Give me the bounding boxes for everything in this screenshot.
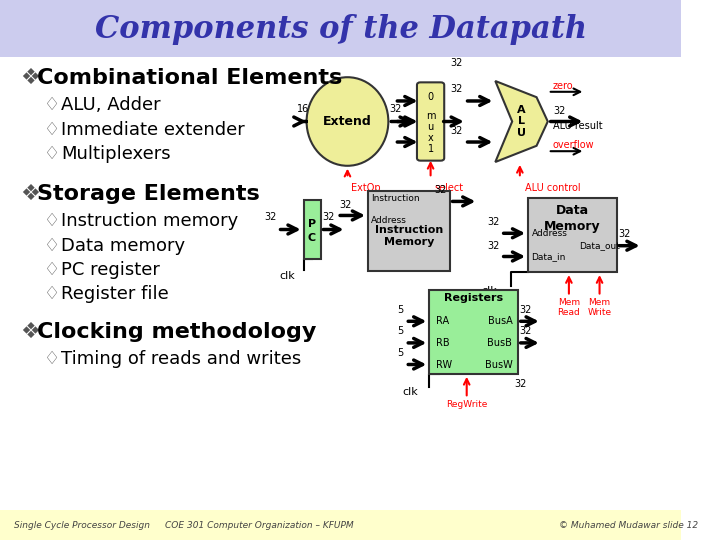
Text: Data
Memory: Data Memory bbox=[544, 204, 600, 233]
Text: ♢: ♢ bbox=[45, 350, 60, 368]
Text: 0: 0 bbox=[428, 92, 433, 102]
Text: Extend: Extend bbox=[323, 115, 372, 128]
Text: 32: 32 bbox=[450, 84, 463, 94]
Text: ALU result: ALU result bbox=[552, 121, 602, 131]
Text: RB: RB bbox=[436, 338, 450, 348]
Text: Data_in: Data_in bbox=[531, 252, 566, 261]
Text: clk: clk bbox=[482, 286, 498, 296]
Text: Instruction
Memory: Instruction Memory bbox=[374, 225, 443, 247]
Text: Storage Elements: Storage Elements bbox=[37, 184, 260, 205]
Text: ExtOp: ExtOp bbox=[351, 183, 380, 193]
Text: ♢: ♢ bbox=[45, 145, 60, 163]
Text: ♢: ♢ bbox=[45, 96, 60, 114]
Text: Register file: Register file bbox=[61, 285, 169, 303]
Text: ♢: ♢ bbox=[45, 212, 60, 231]
FancyBboxPatch shape bbox=[417, 82, 444, 160]
Text: Clocking methodology: Clocking methodology bbox=[37, 322, 317, 342]
Text: P: P bbox=[308, 219, 316, 229]
Text: 16: 16 bbox=[297, 104, 310, 114]
Text: A
L
U: A L U bbox=[517, 105, 526, 138]
Text: select: select bbox=[434, 183, 463, 193]
Text: RW: RW bbox=[436, 360, 452, 369]
Text: 32: 32 bbox=[519, 326, 531, 336]
Text: Mem
Read: Mem Read bbox=[557, 298, 580, 318]
Text: 32: 32 bbox=[487, 240, 500, 251]
Text: Mem
Write: Mem Write bbox=[588, 298, 611, 318]
Text: 5: 5 bbox=[397, 326, 403, 336]
Polygon shape bbox=[495, 81, 548, 162]
Text: RegWrite: RegWrite bbox=[446, 400, 487, 409]
Text: ❖: ❖ bbox=[20, 184, 40, 205]
Ellipse shape bbox=[307, 77, 388, 166]
Text: Single Cycle Processor Design: Single Cycle Processor Design bbox=[14, 521, 150, 530]
Text: 1: 1 bbox=[428, 144, 433, 153]
Text: 32: 32 bbox=[618, 229, 630, 239]
Text: Components of the Datapath: Components of the Datapath bbox=[94, 14, 587, 45]
Text: ♢: ♢ bbox=[45, 261, 60, 279]
Text: Data memory: Data memory bbox=[61, 237, 186, 255]
Text: 32: 32 bbox=[487, 217, 500, 227]
Text: 32: 32 bbox=[322, 212, 334, 222]
Text: Instruction memory: Instruction memory bbox=[61, 212, 238, 231]
Bar bbox=[368, 191, 450, 271]
Text: u: u bbox=[428, 122, 433, 132]
Text: ALU, Adder: ALU, Adder bbox=[61, 96, 161, 114]
Text: 32: 32 bbox=[339, 200, 351, 210]
Text: Address: Address bbox=[372, 217, 408, 225]
FancyBboxPatch shape bbox=[0, 0, 681, 57]
Text: ♢: ♢ bbox=[45, 285, 60, 303]
Text: BusW: BusW bbox=[485, 360, 513, 369]
Text: Immediate extender: Immediate extender bbox=[61, 120, 245, 139]
Text: Registers: Registers bbox=[444, 293, 503, 303]
Text: BusA: BusA bbox=[487, 316, 513, 326]
Text: ♢: ♢ bbox=[45, 237, 60, 255]
Bar bbox=[304, 200, 320, 259]
Text: 5: 5 bbox=[397, 348, 403, 358]
Text: m: m bbox=[426, 111, 436, 121]
Text: 32: 32 bbox=[450, 125, 463, 136]
Text: BusB: BusB bbox=[487, 338, 513, 348]
Text: 32: 32 bbox=[390, 104, 402, 114]
Text: © Muhamed Mudawar slide 12: © Muhamed Mudawar slide 12 bbox=[559, 521, 698, 530]
Bar bbox=[528, 198, 616, 272]
Bar bbox=[429, 290, 518, 374]
Text: 32: 32 bbox=[450, 57, 463, 68]
Text: PC register: PC register bbox=[61, 261, 160, 279]
Text: 5: 5 bbox=[397, 305, 403, 315]
Text: RA: RA bbox=[436, 316, 449, 326]
Text: x: x bbox=[428, 133, 433, 143]
Text: COE 301 Computer Organization – KFUPM: COE 301 Computer Organization – KFUPM bbox=[165, 521, 354, 530]
Text: 32: 32 bbox=[264, 212, 276, 222]
Text: Address: Address bbox=[531, 229, 567, 238]
Text: Multiplexers: Multiplexers bbox=[61, 145, 171, 163]
Text: zero: zero bbox=[552, 80, 573, 91]
Text: Combinational Elements: Combinational Elements bbox=[37, 68, 343, 89]
Text: ❖: ❖ bbox=[20, 68, 40, 89]
Text: ♢: ♢ bbox=[45, 120, 60, 139]
Text: overflow: overflow bbox=[552, 140, 594, 150]
Text: Timing of reads and writes: Timing of reads and writes bbox=[61, 350, 302, 368]
Text: 32: 32 bbox=[553, 106, 566, 116]
Text: 32: 32 bbox=[519, 305, 531, 315]
Text: 32: 32 bbox=[434, 185, 446, 195]
Text: Data_out: Data_out bbox=[579, 241, 620, 250]
Text: C: C bbox=[308, 233, 316, 242]
FancyBboxPatch shape bbox=[0, 510, 681, 540]
Text: ❖: ❖ bbox=[20, 322, 40, 342]
Text: 32: 32 bbox=[514, 379, 527, 389]
Text: Instruction: Instruction bbox=[372, 194, 420, 203]
Text: ALU control: ALU control bbox=[525, 183, 580, 193]
Text: clk: clk bbox=[402, 388, 418, 397]
Text: clk: clk bbox=[279, 271, 295, 281]
